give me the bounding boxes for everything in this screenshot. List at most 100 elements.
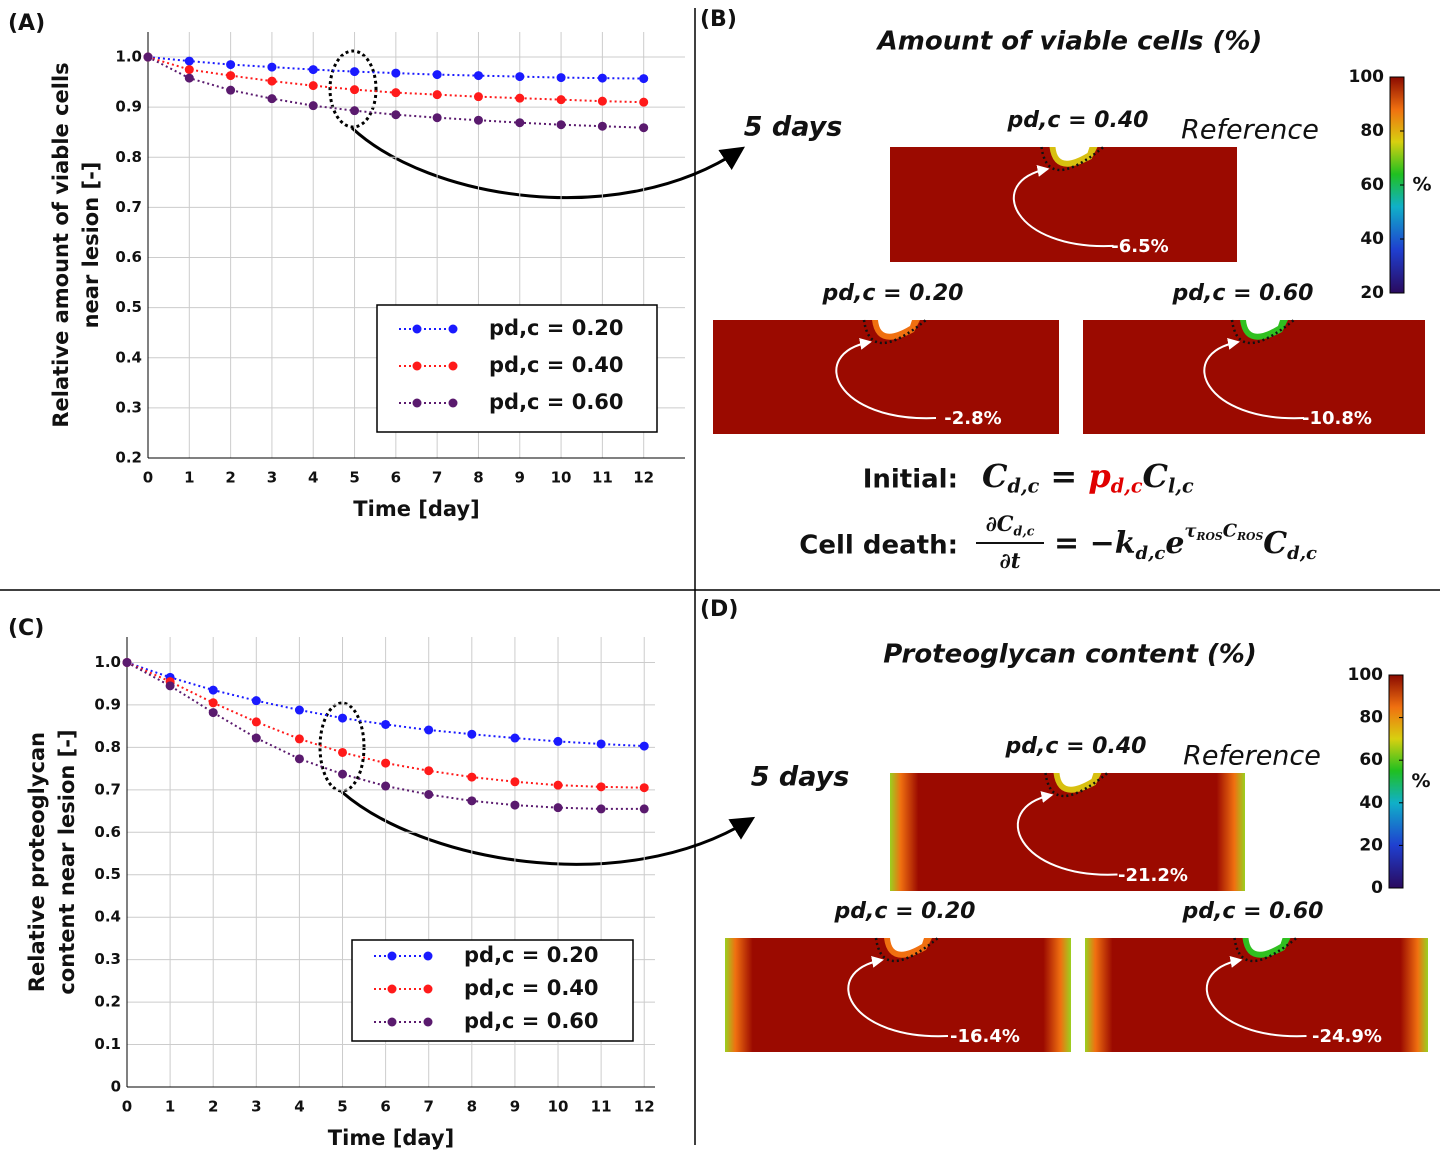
x-tick-label: 4	[308, 469, 318, 487]
point	[556, 120, 566, 130]
x-tick-label: 10	[548, 1098, 569, 1116]
y-tick-label: 0.9	[94, 695, 121, 713]
equation: ∂t	[1000, 548, 1021, 573]
point	[184, 65, 194, 75]
point	[639, 74, 649, 84]
x-tick-label: 7	[432, 469, 442, 487]
panel-label: (A)	[8, 11, 45, 36]
x-tick-label: 2	[225, 469, 235, 487]
legend-swatch	[412, 398, 422, 408]
point	[596, 782, 606, 792]
legend	[351, 939, 634, 1042]
point	[267, 76, 277, 86]
colorbar-tick-label: 40	[1359, 793, 1383, 813]
colorbar-tick-label: 20	[1359, 835, 1383, 855]
x-tick-label: 4	[294, 1098, 304, 1116]
x-axis-label: Time [day]	[328, 1126, 454, 1150]
x-tick-label: 12	[633, 469, 654, 487]
y-tick-label: 0.5	[115, 298, 142, 316]
lesion	[890, 938, 924, 952]
colorbar-unit: %	[1412, 174, 1431, 196]
lesion	[1246, 320, 1280, 334]
point	[251, 717, 261, 727]
point	[338, 769, 348, 779]
legend-swatch	[423, 984, 433, 994]
case-label: pd,c = 0.20	[834, 899, 976, 924]
point	[208, 685, 218, 695]
x-tick-label: 6	[380, 1098, 390, 1116]
point	[122, 657, 132, 667]
point	[639, 741, 649, 751]
point	[556, 73, 566, 83]
x-tick-label: 11	[591, 1098, 612, 1116]
case-label: pd,c = 0.40	[1005, 734, 1147, 759]
point	[294, 754, 304, 764]
panel-title: Proteoglycan content (%)	[883, 640, 1257, 670]
equation-part: ROS	[1196, 530, 1223, 543]
point	[432, 70, 442, 80]
pointer	[835, 337, 937, 420]
point	[467, 729, 477, 739]
point	[467, 772, 477, 782]
case-label: pd,c = 0.60	[1182, 899, 1324, 924]
equation-part: =	[1039, 457, 1088, 495]
x-tick-label: 9	[515, 469, 525, 487]
legend-swatch	[387, 1017, 397, 1027]
panel-label: (C)	[8, 616, 44, 641]
point	[208, 698, 218, 708]
case-label: pd,c = 0.20	[822, 281, 964, 306]
point	[424, 790, 434, 799]
point	[639, 97, 649, 107]
point	[391, 88, 401, 98]
point	[208, 708, 218, 718]
point	[553, 780, 563, 790]
point	[381, 719, 391, 729]
x-axis-label: Time [day]	[353, 497, 479, 521]
point	[338, 713, 348, 723]
change-label: -21.2%	[1118, 865, 1188, 886]
x-tick-label: 3	[267, 469, 277, 487]
x-tick-label: 5	[337, 1098, 347, 1116]
equation-part: l,c	[1168, 475, 1194, 498]
point	[350, 106, 360, 116]
y-tick-label: 0.7	[115, 198, 142, 216]
x-tick-label: 10	[551, 469, 572, 487]
y-axis-label: near lesion [-]	[79, 162, 103, 329]
equation: = −kd,ceτROSCROSCd,c	[1054, 521, 1317, 565]
y-tick-label: 0.4	[115, 348, 142, 366]
equation-part: = −k	[1054, 526, 1136, 561]
y-tick-label: 0.8	[115, 148, 142, 166]
point	[251, 733, 261, 743]
x-tick-label: 7	[423, 1098, 433, 1116]
point	[553, 803, 563, 813]
legend-swatch	[448, 324, 458, 334]
point	[510, 777, 520, 787]
point	[251, 696, 261, 706]
equation-part: p	[1088, 457, 1110, 495]
y-tick-label: 0.2	[94, 993, 121, 1011]
point	[467, 796, 477, 806]
point	[597, 96, 607, 106]
change-label: -16.4%	[950, 1026, 1020, 1047]
legend-swatch	[387, 984, 397, 994]
point	[510, 733, 520, 743]
point	[597, 73, 607, 83]
y-axis-label: content near lesion [-]	[55, 729, 79, 994]
equation-part: τ	[1184, 521, 1197, 542]
y-tick-label: 0.6	[94, 823, 121, 841]
time-label: 5 days	[744, 112, 843, 143]
point	[639, 783, 649, 793]
point	[515, 118, 525, 128]
y-tick-label: 0.6	[115, 248, 142, 266]
point	[294, 705, 304, 715]
legend-label: pd,c = 0.20	[464, 943, 599, 967]
legend-label: pd,c = 0.60	[464, 1009, 599, 1033]
point	[338, 747, 348, 757]
legend-swatch	[423, 951, 433, 961]
y-tick-label: 0.7	[94, 780, 121, 798]
lesion	[1248, 938, 1283, 952]
point	[639, 804, 649, 814]
panel-title: Amount of viable cells (%)	[876, 27, 1263, 57]
pointer	[847, 955, 949, 1038]
